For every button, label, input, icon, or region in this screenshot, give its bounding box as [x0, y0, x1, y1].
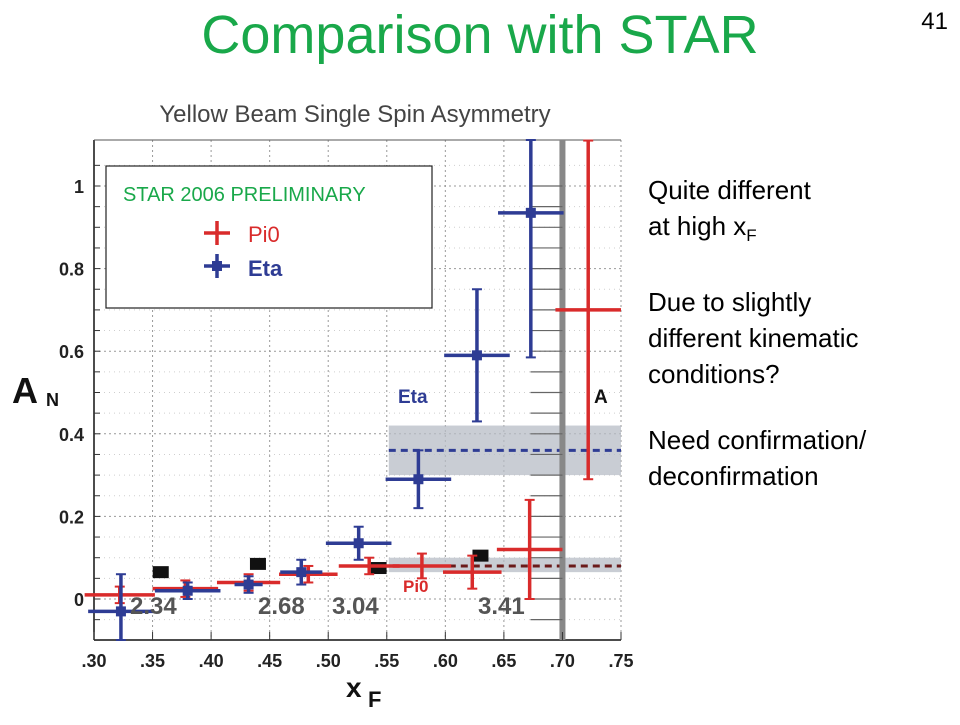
y-axis-label: A [12, 370, 38, 411]
slide-number: 41 [921, 8, 948, 35]
pi0-point [496, 498, 563, 600]
note-3-line-1: Need confirmation/ [648, 425, 867, 456]
y-tick-label: 0.4 [59, 425, 84, 445]
underlay-label-4: 3.41 [478, 593, 525, 620]
legend-eta-marker [204, 254, 230, 278]
eta-series [88, 139, 564, 641]
eta-marker [413, 474, 424, 485]
note-1-subscript: F [746, 226, 757, 246]
x-tick-label: .40 [199, 651, 224, 671]
eta-marker [182, 585, 193, 596]
x-tick-label: .35 [140, 651, 165, 671]
y-tick-label: 0.6 [59, 342, 84, 362]
legend-pi0-label: Pi0 [248, 222, 280, 247]
pi0-point [338, 556, 400, 576]
y-axis-label-sub: N [46, 390, 59, 410]
eta-marker [296, 567, 307, 578]
y-tick-label: 0.2 [59, 507, 84, 527]
pi0-point [279, 564, 338, 584]
pi0-point [555, 139, 621, 481]
x-tick-label: .75 [608, 651, 633, 671]
eta-point [385, 449, 452, 510]
legend-pi0-marker [204, 221, 230, 245]
eta-point [325, 525, 392, 561]
note-3: Need confirmation/ deconfirmation [648, 422, 948, 494]
pi0-point [392, 552, 452, 580]
eta-point [280, 558, 323, 586]
y-tick-label: 0 [74, 590, 84, 610]
x-tick-label: .50 [316, 651, 341, 671]
eta-point [88, 573, 154, 641]
note-1: Quite different at high xF [648, 172, 948, 254]
pi0-series [84, 139, 621, 605]
note-1-line-2-text: at high x [648, 211, 747, 241]
note-2-line-2: different kinematic [648, 323, 859, 354]
eta-marker [525, 207, 536, 218]
eta-point [154, 581, 221, 600]
slide-notes: Quite different at high xF Due to slight… [648, 172, 948, 524]
legend-eta-label: Eta [248, 256, 283, 281]
underlay-label-1: 2.34 [130, 593, 177, 620]
x-axis-label-sub: F [368, 687, 381, 712]
asymmetry-chart: Yellow Beam Single Spin Asymmetry STAR 2… [12, 101, 634, 712]
y-tick-labels: 0 0.2 0.4 0.6 0.8 1 [59, 177, 84, 610]
eta-point [444, 288, 510, 423]
black-point [370, 562, 387, 575]
band-label-pi0: Pi0 [403, 577, 429, 596]
underlay-label-2: 2.68 [258, 593, 305, 620]
legend-box [105, 165, 433, 309]
x-tick-labels: .30 .35 .40 .45 .50 .55 .60 .65 .70 .75 [81, 651, 633, 671]
note-1-line-2: at high xF [648, 208, 948, 254]
plot-frame [93, 139, 622, 641]
chart-area: Yellow Beam Single Spin Asymmetry STAR 2… [0, 90, 640, 720]
eta-point [498, 139, 564, 359]
x-axis-label: x [346, 672, 362, 703]
eta-point [234, 575, 263, 594]
pi0-point [442, 554, 502, 590]
x-tick-label: .45 [257, 651, 282, 671]
note-2-line-3: conditions? [648, 359, 780, 390]
x-tick-label: .30 [81, 651, 106, 671]
black-point [249, 557, 266, 570]
note-3-line-2: deconfirmation [648, 461, 819, 492]
black-point [152, 566, 169, 579]
note-2-line-1: Due to slightly [648, 287, 812, 318]
band-label-a: A [594, 387, 608, 408]
band-label-eta: Eta [398, 387, 428, 408]
x-tick-label: .70 [550, 651, 575, 671]
eta-marker [243, 579, 254, 590]
note-1-line-1: Quite different [648, 175, 811, 205]
y-tick-label: 1 [74, 177, 84, 197]
x-tick-label: .65 [491, 651, 516, 671]
underlay-label-3: 3.04 [332, 593, 379, 620]
note-2: Due to slightly different kinematic cond… [648, 284, 948, 392]
x-tick-label: .55 [374, 651, 399, 671]
eta-marker [115, 606, 126, 617]
eta-marker [471, 350, 482, 361]
black-point [472, 549, 489, 562]
legend-title: STAR 2006 PRELIMINARY [123, 184, 366, 206]
eta-marker [353, 538, 364, 549]
chart-title: Yellow Beam Single Spin Asymmetry [159, 101, 550, 128]
y-tick-label: 0.8 [59, 260, 84, 280]
x-tick-label: .60 [433, 651, 458, 671]
black-points [152, 549, 489, 579]
slide-title: Comparison with STAR [201, 5, 759, 65]
